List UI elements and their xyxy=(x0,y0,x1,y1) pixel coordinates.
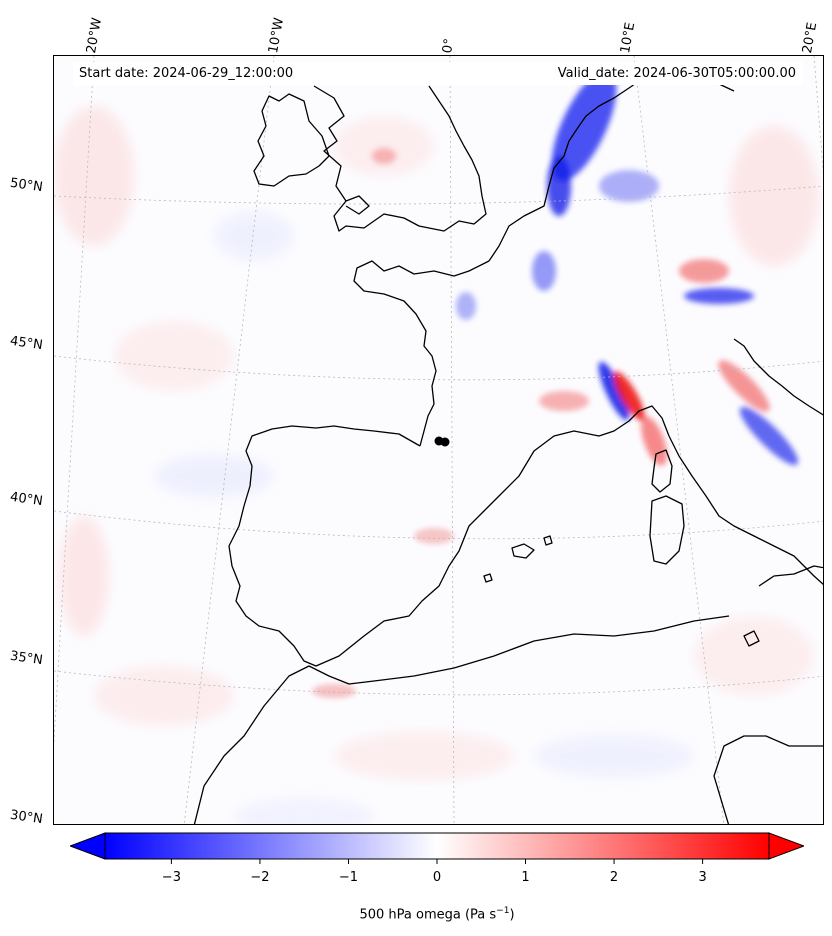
colorbar-label-superscript: −1 xyxy=(496,906,510,916)
point-marker xyxy=(434,436,450,447)
omega-background-pattern xyxy=(54,106,819,824)
colorbar xyxy=(70,832,804,864)
lon-label-20e: 20°E xyxy=(800,21,821,55)
lon-label-10e: 10°E xyxy=(618,21,639,55)
lat-label-40n: 40°N xyxy=(9,489,44,510)
colorbar-extend-low xyxy=(70,832,106,860)
colorbar-label: 500 hPa omega (Pa s−1) xyxy=(359,906,514,922)
colorbar-gradient xyxy=(104,832,770,860)
colorbar-label-end: ) xyxy=(509,907,515,923)
omega-field-map xyxy=(54,56,823,824)
colorbar-tick-label: −2 xyxy=(250,870,270,885)
valid-date-label: Valid_date: 2024-06-30T05:00:00.00 xyxy=(557,66,796,81)
coastlines xyxy=(193,65,823,824)
lat-label-35n: 35°N xyxy=(9,648,44,669)
colorbar-tick-label: −1 xyxy=(338,870,359,885)
colorbar-tick-label: 2 xyxy=(609,870,619,885)
header-strip xyxy=(73,62,803,85)
lon-label-20w: 20°W xyxy=(84,16,106,55)
colorbar-tick-label: 1 xyxy=(521,870,530,885)
colorbar-label-main: 500 hPa omega (Pa s xyxy=(359,907,497,923)
colorbar-tick-label: 0 xyxy=(432,870,442,885)
lon-label-0: 0° xyxy=(440,37,458,55)
colorbar-tick-label: 3 xyxy=(698,870,707,885)
graticule xyxy=(54,56,823,824)
omega-strong-features xyxy=(312,70,799,698)
map-panel xyxy=(53,55,824,825)
colorbar-extend-high xyxy=(768,832,804,860)
lat-label-30n: 30°N xyxy=(9,807,44,828)
lon-label-10w: 10°W xyxy=(266,16,288,55)
lat-label-45n: 45°N xyxy=(9,333,44,354)
start-date-label: Start date: 2024-06-29_12:00:00 xyxy=(79,66,294,81)
colorbar-tick-label: −3 xyxy=(161,870,181,885)
lat-label-50n: 50°N xyxy=(9,175,44,196)
